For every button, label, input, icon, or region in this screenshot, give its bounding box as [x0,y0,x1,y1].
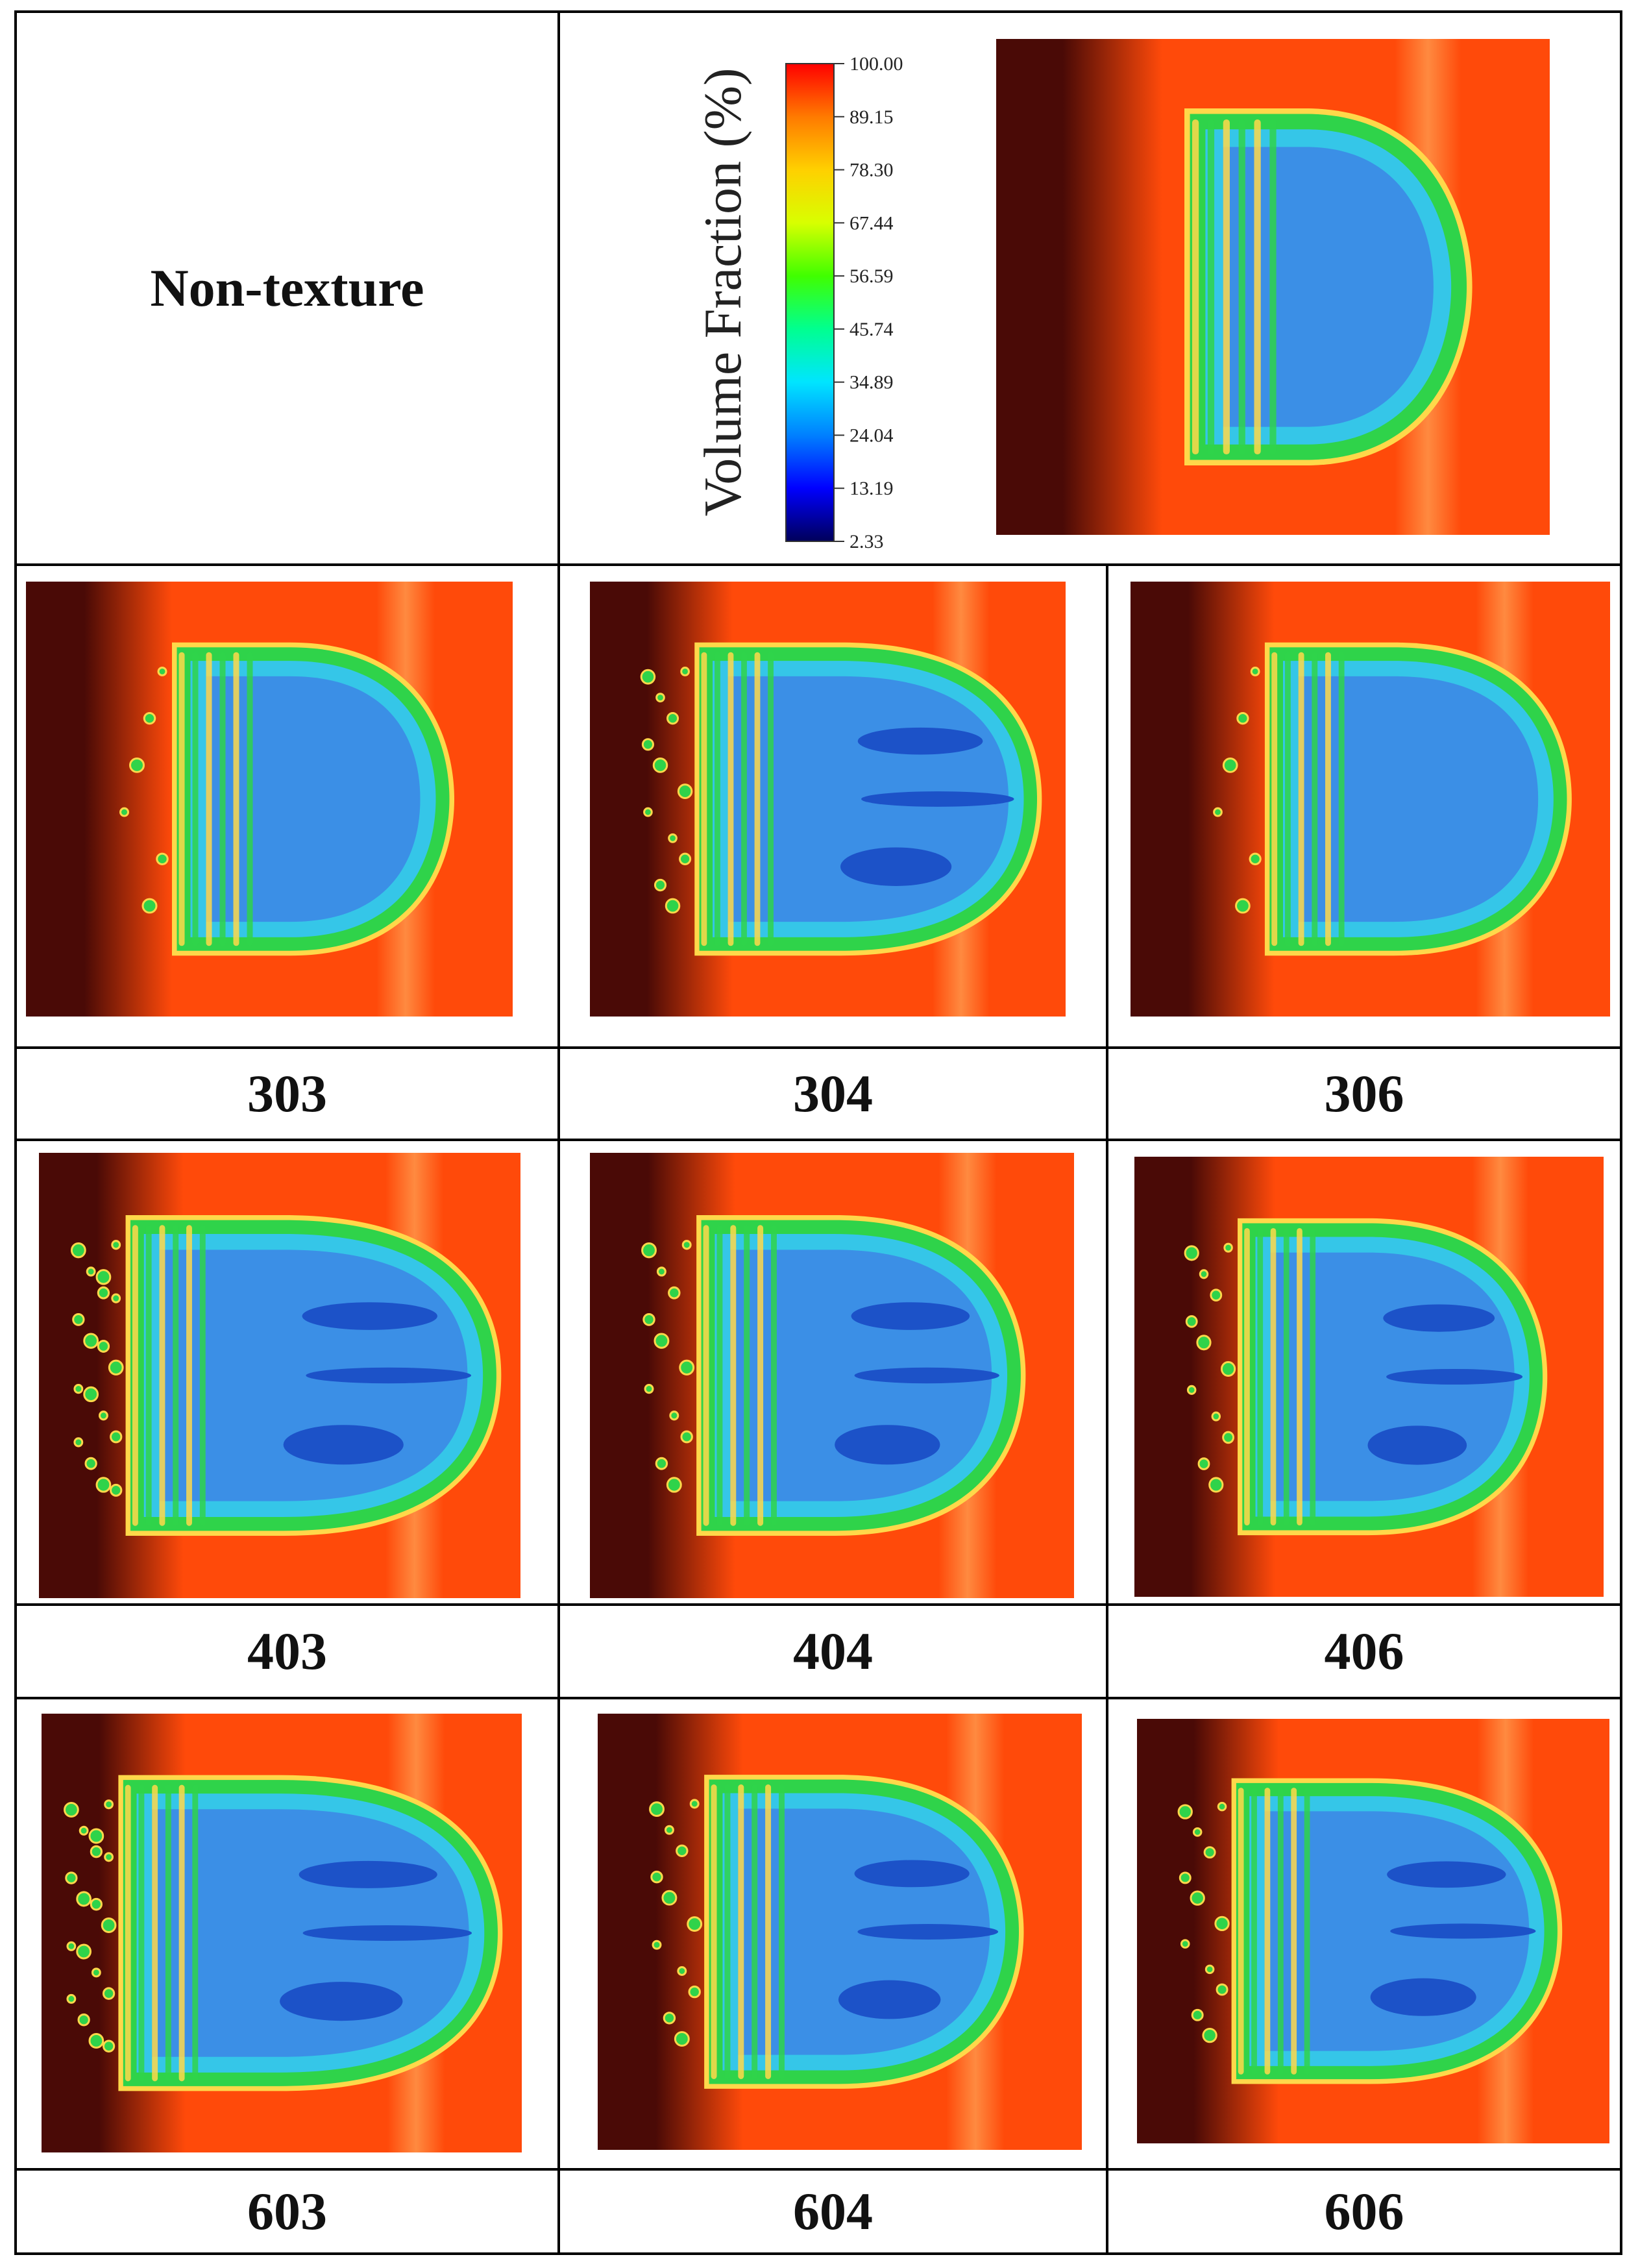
contour-svg [1131,582,1610,1017]
case-label-604: 604 [793,2182,873,2241]
label-cell-603: 603 [14,2168,560,2255]
image-cell-604 [557,1697,1108,2171]
legend-tick-label: 24.04 [850,425,894,446]
label-cell-304: 304 [557,1046,1108,1141]
simulation-406 [1134,1157,1604,1597]
legend-tick-label: 67.44 [850,212,894,234]
image-cell-403 [14,1139,560,1606]
label-cell-604: 604 [557,2168,1108,2255]
contour-svg [598,1714,1082,2150]
legend-svg: Volume Fraction (%) 100.00 89.15 78.30 67.4… [693,53,903,552]
legend-ticks: 100.00 89.15 78.30 67.44 56.59 45.74 34.89 24.0… [834,53,903,552]
label-cell-406: 406 [1106,1603,1622,1699]
simulation-604 [598,1714,1082,2150]
contour-svg [590,582,1066,1017]
simulation-606 [1137,1719,1609,2143]
simulation-306 [1131,582,1610,1017]
reference-label-cell: Non-texture [14,10,560,566]
reference-label: Non-texture [150,258,424,317]
legend-tick-label: 89.15 [850,106,894,128]
label-cell-403: 403 [14,1603,560,1699]
simulation-404 [590,1153,1074,1598]
label-cell-606: 606 [1106,2168,1622,2255]
figure-grid: Non-texture Volume Fraction (%) 100.00 89… [14,10,1622,2255]
image-cell-303 [14,563,560,1049]
legend-tick-label: 78.30 [850,160,894,181]
simulation-304 [590,582,1066,1017]
image-cell-306 [1106,563,1622,1049]
contour-svg [590,1153,1074,1598]
label-cell-303: 303 [14,1046,560,1141]
legend-tick-label: 45.74 [850,319,894,340]
label-cell-404: 404 [557,1603,1108,1699]
contour-svg [1137,1719,1609,2143]
legend-tick-label: 100.00 [850,53,903,75]
legend-tick-label: 34.89 [850,372,894,393]
case-label-303: 303 [247,1064,327,1123]
image-cell-304 [557,563,1108,1049]
simulation-403 [39,1153,520,1598]
image-cell-404 [557,1139,1108,1606]
contour-svg [39,1153,520,1598]
legend-title: Volume Fraction (%) [693,68,752,517]
label-cell-306: 306 [1106,1046,1622,1141]
case-label-403: 403 [247,1621,327,1681]
legend-tick-label: 56.59 [850,265,894,287]
case-label-304: 304 [793,1064,873,1123]
simulation-603 [42,1714,522,2152]
legend-colorbar [785,63,835,542]
image-cell-406 [1106,1139,1622,1606]
case-label-406: 406 [1324,1621,1404,1681]
reference-simulation [996,39,1550,535]
color-legend: Volume Fraction (%) 100.00 89.15 78.30 67.4… [657,26,917,552]
legend-tick-label: 13.19 [850,478,894,499]
image-cell-603 [14,1697,560,2171]
case-label-306: 306 [1324,1064,1404,1123]
case-label-606: 606 [1324,2182,1404,2241]
image-cell-606 [1106,1697,1622,2171]
contour-svg [42,1714,522,2152]
inner-contour [1298,676,1539,922]
contour-svg [996,39,1550,535]
contour-svg [1134,1157,1604,1597]
contour-svg [26,582,513,1017]
simulation-303 [26,582,513,1017]
reference-image-cell: Volume Fraction (%) 100.00 89.15 78.30 67.4… [557,10,1622,566]
legend-tick-label: 2.33 [850,531,884,552]
case-label-404: 404 [793,1621,873,1681]
case-label-603: 603 [247,2182,327,2241]
inner-contour [206,676,421,922]
